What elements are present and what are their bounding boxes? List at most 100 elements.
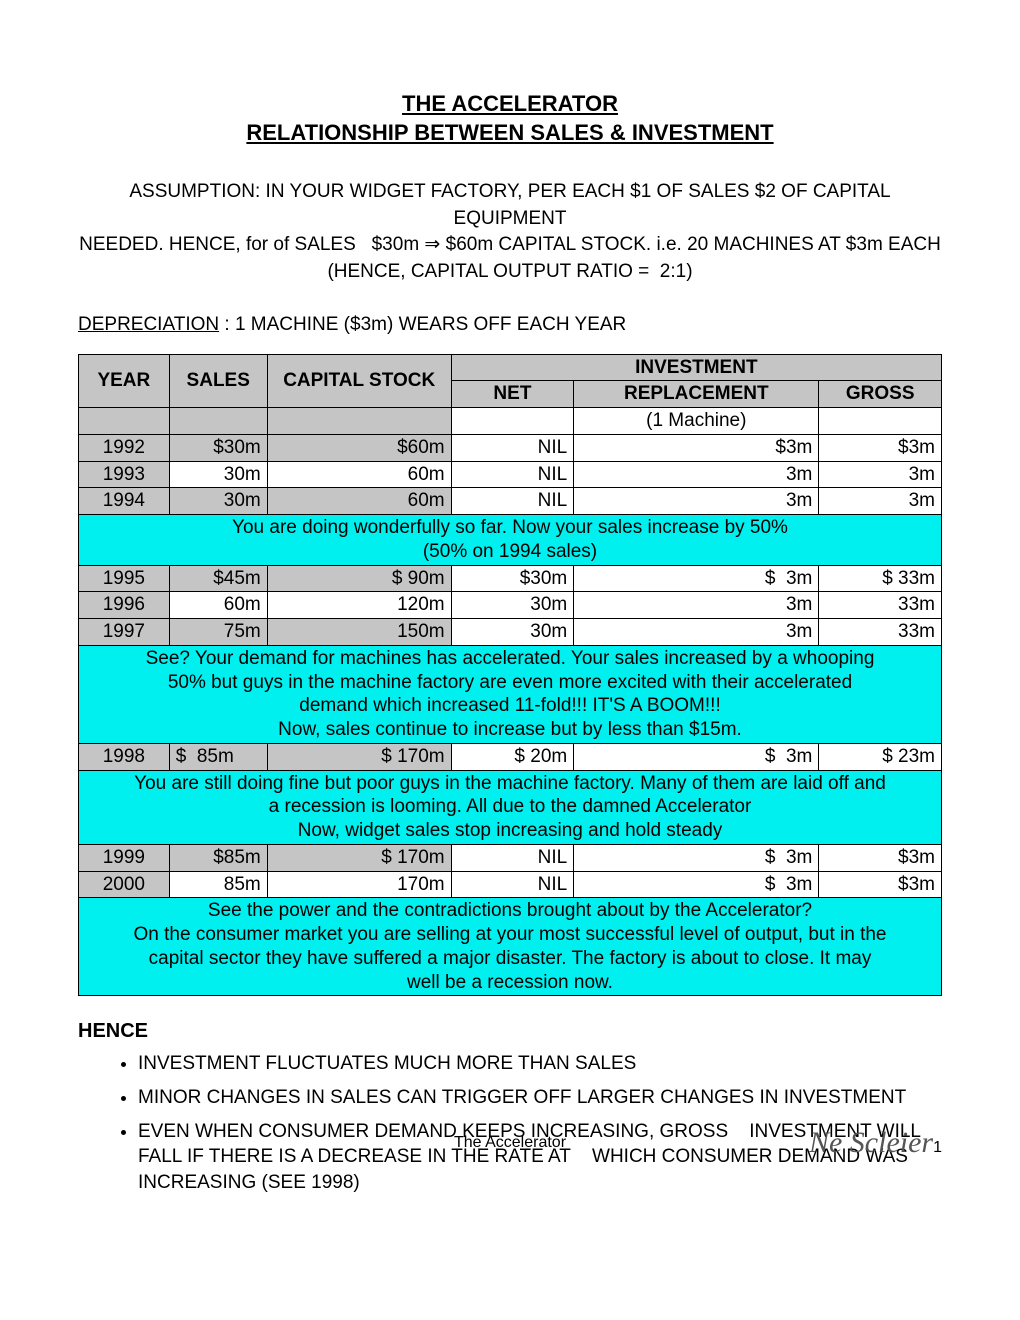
cell-year: 2000 <box>79 871 170 898</box>
cell-net: NIL <box>451 488 574 515</box>
blank-cell <box>169 408 267 435</box>
table-row: 1998 $ 85m $ 170m $ 20m $ 3m $ 23m <box>79 743 942 770</box>
cell-gross: 3m <box>819 488 942 515</box>
cell-sales: $30m <box>169 434 267 461</box>
th-year: YEAR <box>79 354 170 408</box>
cell-sales: 30m <box>169 488 267 515</box>
th-capital: CAPITAL STOCK <box>267 354 451 408</box>
bullet-item: INVESTMENT FLUCTUATES MUCH MORE THAN SAL… <box>138 1051 942 1077</box>
cell-net: $ 20m <box>451 743 574 770</box>
bullet-item: MINOR CHANGES IN SALES CAN TRIGGER OFF L… <box>138 1085 942 1111</box>
cell-capital: $ 170m <box>267 743 451 770</box>
note-row: See? Your demand for machines has accele… <box>79 645 942 743</box>
cell-net: NIL <box>451 434 574 461</box>
cell-capital: $ 170m <box>267 844 451 871</box>
cell-rep: $ 3m <box>574 565 819 592</box>
assumption-l1: ASSUMPTION: IN YOUR WIDGET FACTORY, PER … <box>129 181 890 229</box>
note-line: Now, sales continue to increase but by l… <box>278 719 742 740</box>
note-line: (50% on 1994 sales) <box>423 541 597 562</box>
assumption-l2: NEEDED. HENCE, for of SALES $30m ⇒ $60m … <box>79 234 941 255</box>
cell-rep: 3m <box>574 488 819 515</box>
cell-gross: $3m <box>819 844 942 871</box>
cell-gross: $ 33m <box>819 565 942 592</box>
th-gross: GROSS <box>819 381 942 408</box>
page: THE ACCELERATOR RELATIONSHIP BETWEEN SAL… <box>0 0 1020 1320</box>
cell-sales: 60m <box>169 592 267 619</box>
cell-gross: 3m <box>819 461 942 488</box>
note-2: See? Your demand for machines has accele… <box>79 645 942 743</box>
note-1: You are doing wonderfully so far. Now yo… <box>79 515 942 566</box>
cell-net: $30m <box>451 565 574 592</box>
cell-net: NIL <box>451 871 574 898</box>
table-row: 1993 30m 60m NIL 3m 3m <box>79 461 942 488</box>
blank-cell <box>79 408 170 435</box>
cell-sales: 30m <box>169 461 267 488</box>
note-row: You are still doing fine but poor guys i… <box>79 770 942 844</box>
note-line: On the consumer market you are selling a… <box>134 924 887 945</box>
cell-net: NIL <box>451 844 574 871</box>
cell-rep: $ 3m <box>574 743 819 770</box>
page-number: 1 <box>933 1139 942 1156</box>
cell-year: 1995 <box>79 565 170 592</box>
th-investment: INVESTMENT <box>451 354 941 381</box>
hence-heading: HENCE <box>78 1020 942 1043</box>
note-line: a recession is looming. All due to the d… <box>269 796 752 817</box>
cell-year: 1997 <box>79 619 170 646</box>
blank-cell <box>451 408 574 435</box>
note-line: You are doing wonderfully so far. Now yo… <box>232 517 788 538</box>
cell-sales: 75m <box>169 619 267 646</box>
cell-net: NIL <box>451 461 574 488</box>
cell-net: 30m <box>451 592 574 619</box>
cell-capital: $60m <box>267 434 451 461</box>
table-row: 1996 60m 120m 30m 3m 33m <box>79 592 942 619</box>
signature-script: Ne Scleier <box>809 1126 933 1159</box>
cell-net: 30m <box>451 619 574 646</box>
title-block: THE ACCELERATOR RELATIONSHIP BETWEEN SAL… <box>78 90 942 147</box>
th-sales: SALES <box>169 354 267 408</box>
cell-rep: 3m <box>574 619 819 646</box>
cell-rep: $3m <box>574 434 819 461</box>
note-row: You are doing wonderfully so far. Now yo… <box>79 515 942 566</box>
cell-year: 1996 <box>79 592 170 619</box>
th-replacement: REPLACEMENT <box>574 381 819 408</box>
depreciation-line: DEPRECIATION : 1 MACHINE ($3m) WEARS OFF… <box>78 314 942 336</box>
note-line: You are still doing fine but poor guys i… <box>134 773 886 794</box>
sub-header-row: (1 Machine) <box>79 408 942 435</box>
sub-replacement: (1 Machine) <box>574 408 819 435</box>
cell-year: 1993 <box>79 461 170 488</box>
cell-rep: $ 3m <box>574 871 819 898</box>
table-row: 1995 $45m $ 90m $30m $ 3m $ 33m <box>79 565 942 592</box>
cell-year: 1992 <box>79 434 170 461</box>
table-row: 1992 $30m $60m NIL $3m $3m <box>79 434 942 461</box>
header-row-1: YEAR SALES CAPITAL STOCK INVESTMENT <box>79 354 942 381</box>
cell-gross: 33m <box>819 619 942 646</box>
cell-capital: 170m <box>267 871 451 898</box>
blank-cell <box>267 408 451 435</box>
note-line: Now, widget sales stop increasing and ho… <box>298 820 723 841</box>
signature: Ne Scleier1 <box>809 1126 942 1160</box>
cell-sales: $85m <box>169 844 267 871</box>
note-line: well be a recession now. <box>407 972 613 993</box>
cell-gross: 33m <box>819 592 942 619</box>
assumption-text: ASSUMPTION: IN YOUR WIDGET FACTORY, PER … <box>78 179 942 285</box>
cell-capital: 60m <box>267 488 451 515</box>
cell-year: 1994 <box>79 488 170 515</box>
cell-rep: 3m <box>574 592 819 619</box>
title-line-1: THE ACCELERATOR <box>402 91 618 116</box>
assumption-l3: (HENCE, CAPITAL OUTPUT RATIO = 2:1) <box>327 261 692 282</box>
table-row: 1999 $85m $ 170m NIL $ 3m $3m <box>79 844 942 871</box>
cell-rep: 3m <box>574 461 819 488</box>
cell-rep: $ 3m <box>574 844 819 871</box>
accelerator-table: YEAR SALES CAPITAL STOCK INVESTMENT NET … <box>78 354 942 997</box>
cell-capital: 120m <box>267 592 451 619</box>
cell-sales: $45m <box>169 565 267 592</box>
cell-capital: $ 90m <box>267 565 451 592</box>
note-line: capital sector they have suffered a majo… <box>149 948 872 969</box>
th-net: NET <box>451 381 574 408</box>
note-line: demand which increased 11-fold!!! IT'S A… <box>299 695 720 716</box>
note-row: See the power and the contradictions bro… <box>79 898 942 996</box>
note-3: You are still doing fine but poor guys i… <box>79 770 942 844</box>
cell-capital: 150m <box>267 619 451 646</box>
table-row: 2000 85m 170m NIL $ 3m $3m <box>79 871 942 898</box>
cell-sales: 85m <box>169 871 267 898</box>
